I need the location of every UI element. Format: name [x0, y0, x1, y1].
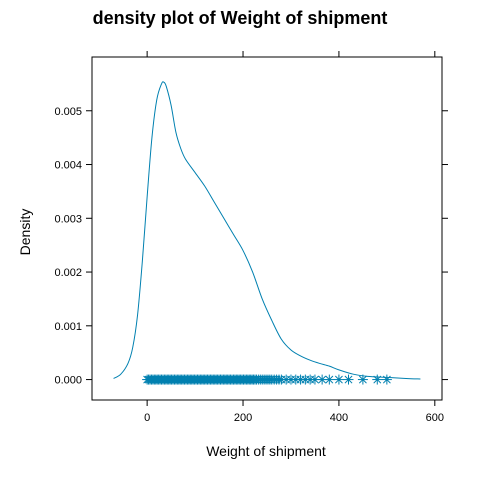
rug-point-asterisk — [381, 374, 392, 385]
rug-point-asterisk — [357, 374, 368, 385]
x-axis-label: Weight of shipment — [206, 443, 326, 459]
chart-title: density plot of Weight of shipment — [93, 8, 388, 28]
x-tick-label: 600 — [426, 412, 444, 424]
y-tick-label: 0.002 — [54, 267, 82, 279]
x-tick-label: 200 — [234, 412, 252, 424]
series-layer — [113, 81, 421, 385]
density-line — [113, 81, 421, 380]
y-tick-label: 0.004 — [54, 160, 82, 172]
x-axis: 0 200 400 600 — [144, 51, 444, 424]
y-tick-label: 0.001 — [54, 321, 82, 333]
rug-point-asterisk — [343, 374, 354, 385]
y-tick-label: 0.000 — [54, 375, 82, 387]
rug-point-asterisk — [372, 374, 383, 385]
x-tick-label: 400 — [330, 412, 348, 424]
y-tick-label: 0.003 — [54, 213, 82, 225]
x-tick-label: 0 — [144, 412, 150, 424]
y-axis: 0.000 0.001 0.002 0.003 0.004 0.005 — [54, 106, 448, 387]
rug-point-asterisk — [333, 374, 344, 385]
rug-point-asterisk — [324, 374, 335, 385]
plot-frame — [91, 56, 443, 401]
y-tick-label: 0.005 — [54, 106, 82, 118]
y-axis-label: Density — [17, 209, 33, 256]
